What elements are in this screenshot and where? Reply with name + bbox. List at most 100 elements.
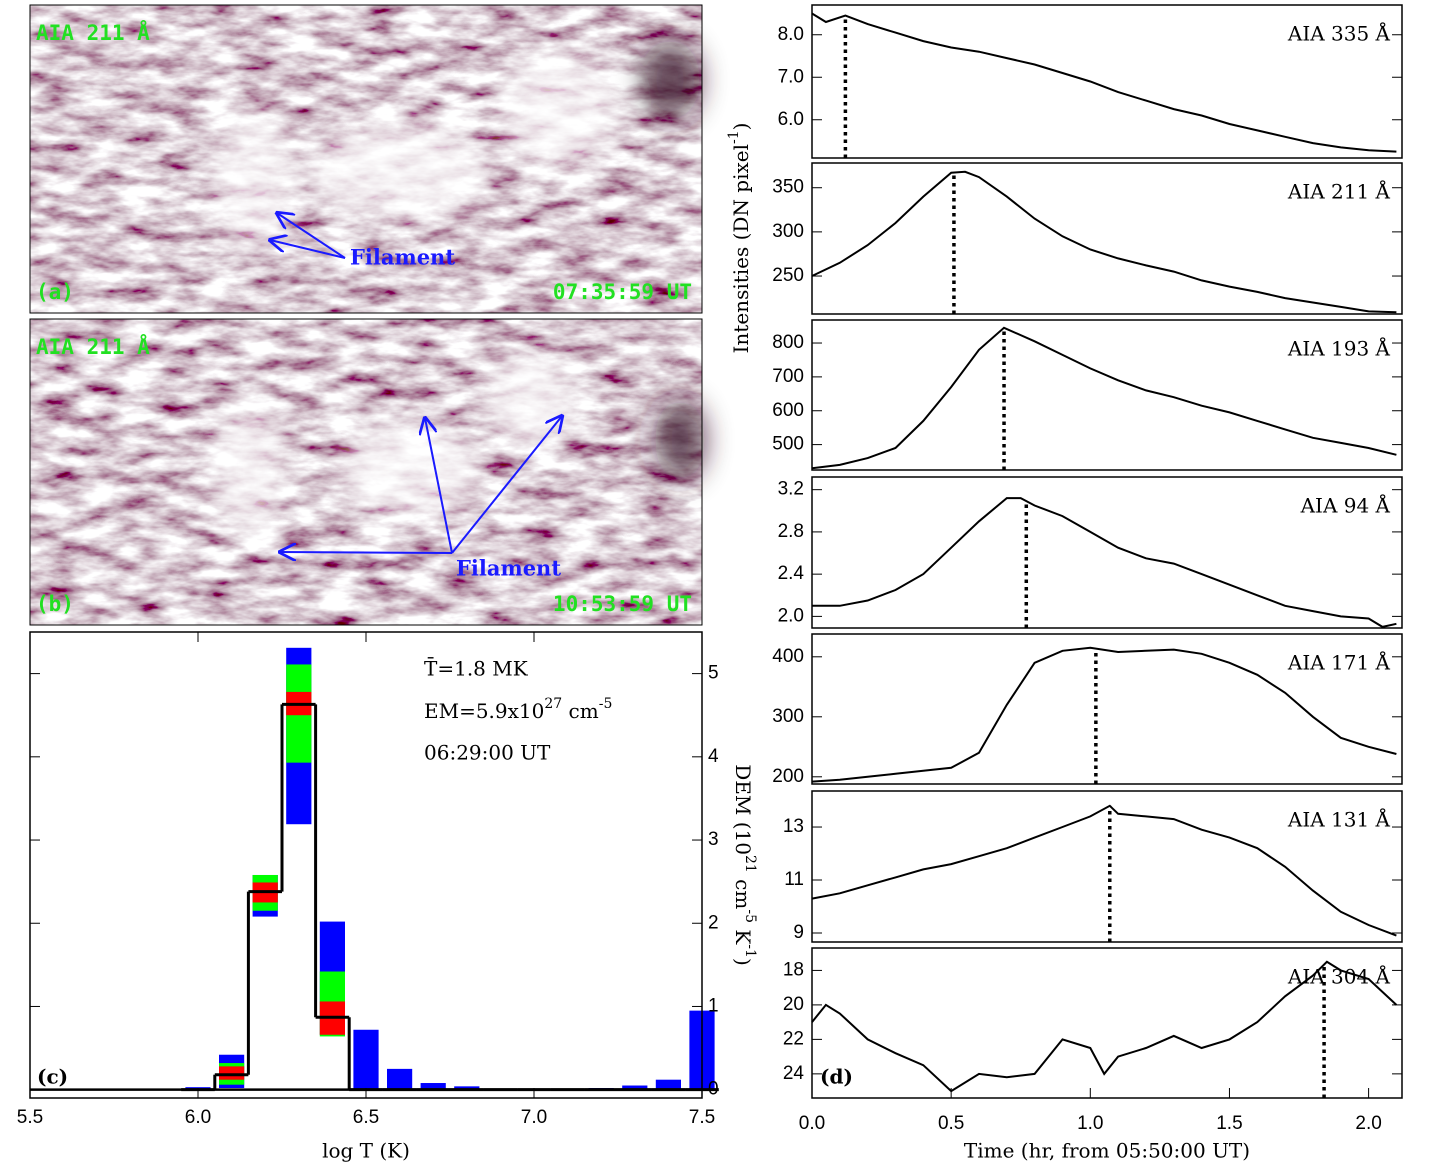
light-curve <box>812 497 1397 628</box>
text-part: -1 <box>726 130 742 144</box>
annotation: EM=5.9x1027 cm-5 <box>424 696 612 723</box>
channel-label: AIA 211 Å <box>36 334 150 359</box>
text-part: K <box>732 923 756 945</box>
y-tick-label: 300 <box>772 706 804 727</box>
x-tick-label: 1.5 <box>1216 1113 1242 1134</box>
arrow <box>280 552 453 553</box>
y-tick-label: 0 <box>708 1079 719 1100</box>
y-tick-label: 24 <box>783 1063 805 1084</box>
y-tick-label: 4 <box>708 746 719 767</box>
x-tick-label: 0.5 <box>938 1113 964 1134</box>
y-tick-label: 8.0 <box>778 24 804 45</box>
y-tick-label: 11 <box>784 869 804 890</box>
image-panel-a: AIA 211 Å (a) 07:35:59 UT Filament <box>29 4 703 314</box>
text-part: -5 <box>742 909 758 923</box>
y-tick-label: 400 <box>772 646 804 667</box>
text-part: 27 <box>544 696 562 712</box>
y-tick-label: 1 <box>708 995 719 1016</box>
text-part: ) <box>732 958 756 966</box>
time-label: 07:35:59 UT <box>553 280 692 304</box>
x-tick-label: 7.0 <box>521 1107 547 1128</box>
annotation: T̄=1.8 MK <box>424 656 529 681</box>
x-tick-label: 1.0 <box>1077 1113 1103 1134</box>
text-part: -5 <box>599 696 613 712</box>
light-curve <box>811 646 1397 783</box>
image-panel-b: AIA 211 Å (b) 10:53:59 UT Filament <box>29 318 705 626</box>
channel-label: AIA 171 Å <box>1287 650 1391 675</box>
channel-label: AIA 211 Å <box>1287 179 1391 204</box>
error-bar <box>219 1066 245 1080</box>
error-bar <box>454 1086 480 1090</box>
y-tick-label: 20 <box>783 994 804 1015</box>
y-tick-label: 22 <box>783 1028 804 1049</box>
channel-label: AIA 335 Å <box>1287 21 1391 46</box>
frame <box>811 4 1403 159</box>
y-tick-label: 3.2 <box>778 479 804 500</box>
y-tick-label: 300 <box>772 221 804 242</box>
light-curve <box>811 804 1397 937</box>
frame <box>811 476 1403 629</box>
y-tick-label: 700 <box>772 366 804 387</box>
x-tick-label: 6.5 <box>353 1107 379 1128</box>
frame <box>811 790 1403 943</box>
y-tick-label: 3 <box>708 829 719 850</box>
text-part: cm <box>562 699 599 723</box>
annotation: Filament <box>350 245 455 270</box>
y-tick-label: 6.0 <box>778 109 804 130</box>
error-bar <box>655 1079 681 1090</box>
bright-regions <box>215 350 705 540</box>
y-axis-label: Intensities (DN pixel-1) <box>726 123 753 354</box>
light-curve <box>811 170 1397 314</box>
panel-label: (b) <box>36 592 74 616</box>
text-part: EM=5.9x10 <box>424 699 544 723</box>
y-tick-label: 7.0 <box>778 66 804 87</box>
x-tick-label: 2.0 <box>1355 1113 1381 1134</box>
annotation: Filament <box>456 556 561 581</box>
frame <box>29 4 703 314</box>
arrow <box>425 418 453 554</box>
arrow <box>270 240 346 259</box>
error-bar <box>353 1029 379 1090</box>
channel-label: AIA 131 Å <box>1287 807 1391 832</box>
y-tick-label: 18 <box>783 959 804 980</box>
text-part: -1 <box>742 944 758 958</box>
y-tick-label: 2 <box>708 912 719 933</box>
y-tick-label: 500 <box>772 434 804 455</box>
y-axis-label: DEM (1021 cm-5 K-1) <box>732 764 759 966</box>
channel-label: AIA 193 Å <box>1287 336 1391 361</box>
y-tick-label: 250 <box>772 265 804 286</box>
text-part: cm <box>732 873 756 910</box>
text-part: ) <box>729 123 753 131</box>
channel-label: AIA 211 Å <box>36 20 150 45</box>
y-tick-label: 600 <box>772 400 804 421</box>
text-part: Intensities (DN pixel <box>729 144 753 354</box>
light-curve <box>811 326 1397 470</box>
y-tick-label: 5 <box>708 663 719 684</box>
x-tick-label: 5.5 <box>17 1107 43 1128</box>
channel-label: AIA 304 Å <box>1287 964 1391 989</box>
frame <box>811 947 1403 1099</box>
error-bar <box>420 1083 446 1090</box>
text-part: 21 <box>742 855 758 873</box>
y-tick-label: 2.8 <box>778 521 804 542</box>
panel-label: (c) <box>37 1065 68 1089</box>
x-tick-label: 0.0 <box>799 1113 825 1134</box>
text-part: DEM (10 <box>732 764 756 855</box>
x-axis-label: Time (hr, from 05:50:00 UT) <box>964 1139 1250 1163</box>
error-bar <box>622 1085 648 1090</box>
frame <box>811 319 1403 471</box>
panel-label: (d) <box>820 1065 853 1089</box>
y-tick-label: 13 <box>783 816 804 837</box>
y-tick-label: 9 <box>793 922 804 943</box>
annotation: 06:29:00 UT <box>424 741 551 765</box>
panel-label: (a) <box>36 280 74 304</box>
y-tick-label: 2.4 <box>778 563 805 584</box>
x-axis-label: log T (K) <box>322 1139 410 1163</box>
channel-label: AIA 94 Å <box>1300 493 1391 518</box>
y-tick-label: 800 <box>772 332 804 353</box>
error-bar <box>387 1068 413 1090</box>
y-tick-label: 2.0 <box>778 605 804 626</box>
frame <box>29 318 703 626</box>
